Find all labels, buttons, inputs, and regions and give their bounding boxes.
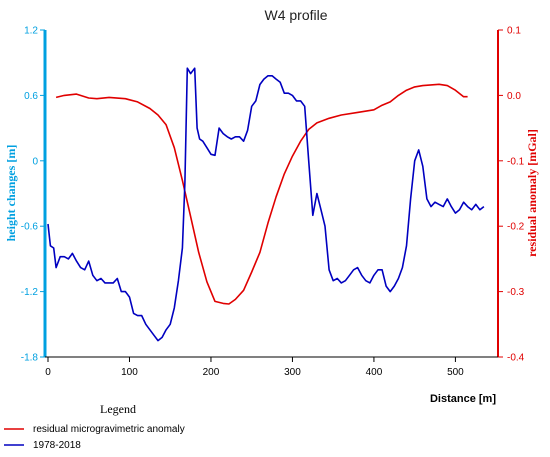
legend-label-anomaly: residual microgravimetric anomaly (33, 424, 185, 435)
right-y-tick-label: -0.4 (507, 353, 525, 364)
legend-title: Legend (100, 402, 136, 416)
left-y-tick-label: -1.8 (21, 353, 39, 364)
left-y-tick-label: 0 (32, 156, 38, 167)
left-y-tick-label: 1.2 (24, 26, 38, 37)
right-y-tick-label: -0.3 (507, 287, 525, 298)
left-y-axis-label: height changes [m] (4, 145, 18, 242)
x-tick-label: 200 (203, 367, 220, 378)
right-y-axis-label: residual anomaly [mGal] (525, 129, 539, 257)
x-tick-label: 500 (447, 367, 464, 378)
right-y-tick-label: -0.2 (507, 222, 525, 233)
x-ticks: 0 100 200 300 400 500 (45, 357, 464, 378)
series-line-anomaly (55, 83, 468, 305)
x-tick-label: 0 (45, 367, 51, 378)
x-tick-label: 300 (284, 367, 301, 378)
left-y-tick-label: -1.2 (21, 287, 39, 298)
legend-label-height: 1978-2018 (33, 440, 81, 451)
x-axis-label: Distance [m] (430, 393, 496, 405)
chart-title: W4 profile (264, 7, 327, 23)
right-y-tick-label: 0.1 (507, 26, 521, 37)
right-y-tick-label: -0.1 (507, 156, 525, 167)
x-tick-label: 400 (366, 367, 383, 378)
right-y-tick-label: 0.0 (507, 91, 521, 102)
legend: Legend residual microgravimetric anomaly… (4, 402, 185, 451)
plot-area (47, 67, 485, 342)
x-tick-label: 100 (121, 367, 138, 378)
left-y-ticks: 1.2 0.6 0 -0.6 -1.2 -1.8 (21, 26, 45, 364)
left-y-tick-label: 0.6 (24, 91, 38, 102)
right-y-ticks: 0.1 0.0 -0.1 -0.2 -0.3 -0.4 (498, 26, 525, 364)
series-line-height (47, 67, 485, 342)
left-y-tick-label: -0.6 (21, 222, 39, 233)
